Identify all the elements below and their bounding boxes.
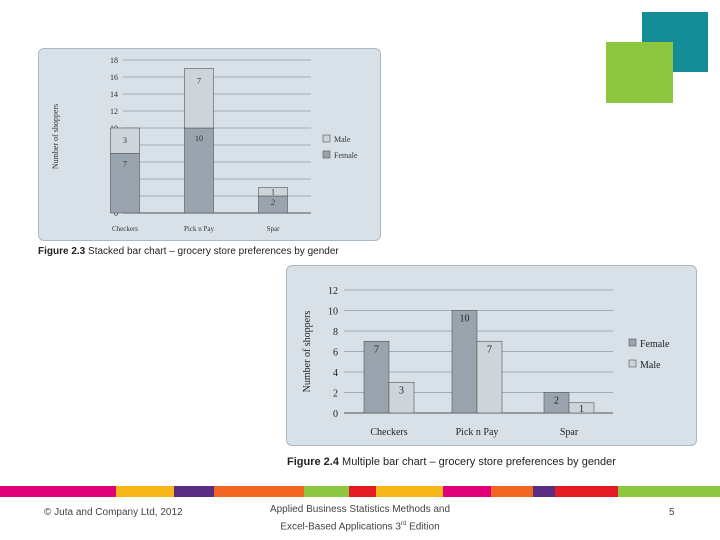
data-label-male: 1	[579, 404, 584, 415]
legend-label: Male	[334, 135, 351, 144]
y-tick-label: 8	[333, 327, 338, 338]
y-tick-label: 12	[328, 286, 338, 297]
data-label-female: 10	[460, 314, 470, 325]
book-title-line1: Applied Business Statistics Methods and	[269, 504, 451, 515]
data-label-female: 7	[123, 160, 127, 169]
x-tick-label: Spar	[267, 225, 281, 233]
page-number: 5	[669, 507, 675, 518]
footer-stripe-segment	[174, 486, 214, 497]
y-tick-label: 12	[110, 107, 118, 116]
bar-male	[476, 340, 503, 414]
stacked-bar-chart-panel: 024681012141618Number of shoppers73Check…	[38, 48, 381, 241]
y-tick-label: 2	[333, 389, 338, 400]
book-title-line2-end: Edition	[406, 521, 440, 533]
copyright-text: © Juta and Company Ltd, 2012	[44, 507, 183, 518]
legend-label: Male	[640, 360, 661, 371]
bar-female	[110, 153, 140, 214]
x-tick-label: Pick n Pay	[184, 225, 214, 233]
legend-label: Female	[640, 339, 670, 350]
data-label-female: 2	[271, 198, 275, 207]
footer-stripe-segment	[214, 486, 304, 497]
x-tick-label: Checkers	[112, 225, 138, 233]
multiple-bar-chart-panel: 0 2 4 6 8 10 12 Number of shoppers 7 3 Checkers 10 7…	[286, 265, 697, 446]
bar-male	[568, 402, 595, 414]
legend-label: Female	[334, 151, 358, 160]
footer-stripe-segment	[618, 486, 720, 497]
footer-stripe-segment	[116, 486, 174, 497]
data-label-male: 3	[123, 136, 127, 145]
footer-stripe-segment	[555, 486, 618, 497]
data-label-male: 7	[487, 344, 492, 355]
book-title-text: Applied Business Statistics Methods and …	[240, 503, 480, 534]
figure-2-4-label: Figure 2.4	[287, 456, 339, 468]
bar-male	[258, 187, 288, 197]
footer-stripe-segment	[0, 486, 116, 497]
figure-2-4-caption: Figure 2.4 Multiple bar chart – grocery …	[287, 456, 616, 468]
data-label-female: 7	[374, 344, 379, 355]
footer-stripe-segment	[533, 486, 555, 497]
footer-stripe-segment	[443, 486, 491, 497]
bar-female	[451, 310, 478, 414]
bar-male	[184, 68, 214, 129]
footer-stripe-segment	[491, 486, 533, 497]
y-axis-label: Number of shoppers	[51, 104, 60, 169]
y-tick-label: 0	[333, 409, 338, 420]
footer-stripe-segment	[376, 486, 443, 497]
x-tick-label: Spar	[560, 427, 579, 438]
y-axis-label: Number of shoppers	[302, 311, 313, 393]
data-label-male: 3	[399, 385, 404, 396]
y-tick-label: 6	[333, 348, 338, 359]
green-square-decoration	[606, 42, 673, 103]
book-title-line2: Excel-Based Applications 3rd Edition	[240, 517, 480, 534]
footer-stripe-segment	[304, 486, 349, 497]
figure-2-4-text: Multiple bar chart – grocery store prefe…	[342, 456, 616, 468]
data-label-male: 7	[197, 77, 201, 86]
bar-female	[363, 340, 390, 414]
bar-female	[184, 127, 214, 214]
data-label-male: 1	[271, 188, 275, 197]
legend-swatch	[628, 359, 637, 368]
x-tick-label: Pick n Pay	[456, 427, 499, 438]
footer-stripe-segment	[349, 486, 376, 497]
legend-swatch	[628, 338, 637, 347]
book-title-edition-suffix: rd	[400, 521, 407, 527]
y-tick-label: 18	[110, 56, 118, 65]
y-tick-label: 4	[333, 368, 338, 379]
x-tick-label: Checkers	[370, 427, 407, 438]
stacked-bar-chart: 024681012141618Number of shoppers73Check…	[51, 56, 358, 233]
figure-2-3-text: Stacked bar chart – grocery store prefer…	[88, 246, 339, 257]
figure-2-3-label: Figure 2.3	[38, 246, 86, 257]
y-tick-label: 14	[110, 90, 118, 99]
y-tick-label: 10	[328, 307, 338, 318]
bar-male	[388, 381, 415, 414]
book-title-line2-main: Excel-Based Applications 3	[280, 521, 401, 533]
data-label-female: 2	[554, 396, 559, 407]
data-label-female: 10	[195, 134, 203, 143]
y-tick-label: 16	[110, 73, 118, 82]
legend-swatch	[322, 134, 331, 143]
legend-swatch	[322, 150, 331, 159]
y-tick-label: 0	[114, 209, 118, 218]
bar-male	[110, 127, 140, 154]
figure-2-3-caption: Figure 2.3 Stacked bar chart – grocery s…	[38, 246, 339, 257]
